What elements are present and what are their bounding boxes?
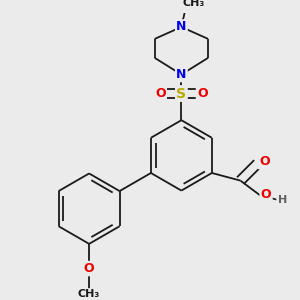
Text: O: O bbox=[197, 87, 208, 100]
Text: N: N bbox=[176, 20, 187, 34]
Text: H: H bbox=[278, 195, 287, 205]
Text: O: O bbox=[261, 188, 272, 201]
Text: S: S bbox=[176, 87, 186, 100]
Text: CH₃: CH₃ bbox=[78, 289, 100, 299]
Text: CH₃: CH₃ bbox=[183, 0, 205, 8]
Text: N: N bbox=[176, 68, 187, 81]
Text: O: O bbox=[155, 87, 166, 100]
Text: O: O bbox=[259, 155, 269, 168]
Text: O: O bbox=[84, 262, 94, 275]
